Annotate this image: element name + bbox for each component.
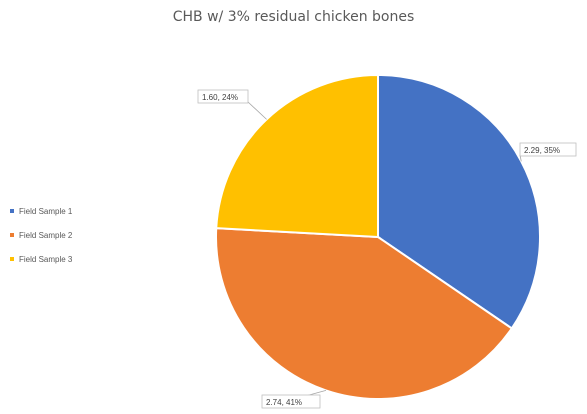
legend-item-field-sample-1: Field Sample 1 xyxy=(10,205,72,217)
legend-swatch xyxy=(10,233,14,237)
data-label-box-field-sample-2 xyxy=(261,394,321,409)
data-label-field-sample-1: 2.29, 35% xyxy=(524,146,560,155)
legend-item-field-sample-2: Field Sample 2 xyxy=(10,229,72,241)
data-label-field-sample-3: 1.60, 24% xyxy=(202,93,238,102)
legend-item-field-sample-3: Field Sample 3 xyxy=(10,253,72,265)
legend-label: Field Sample 1 xyxy=(19,206,73,216)
data-label-box-field-sample-1 xyxy=(519,142,577,157)
data-label-leader-field-sample-3 xyxy=(247,101,267,120)
legend: Field Sample 1 Field Sample 2 Field Samp… xyxy=(10,205,72,277)
pie-slice-field-sample-1 xyxy=(377,73,541,330)
legend-label: Field Sample 2 xyxy=(19,230,73,240)
chart-title: CHB w/ 3% residual chicken bones xyxy=(172,9,415,25)
data-label-field-sample-2: 2.74, 41% xyxy=(266,398,302,407)
data-label-box-field-sample-3 xyxy=(197,89,249,104)
legend-swatch xyxy=(10,209,14,213)
legend-swatch xyxy=(10,257,14,261)
legend-label: Field Sample 3 xyxy=(19,254,73,264)
